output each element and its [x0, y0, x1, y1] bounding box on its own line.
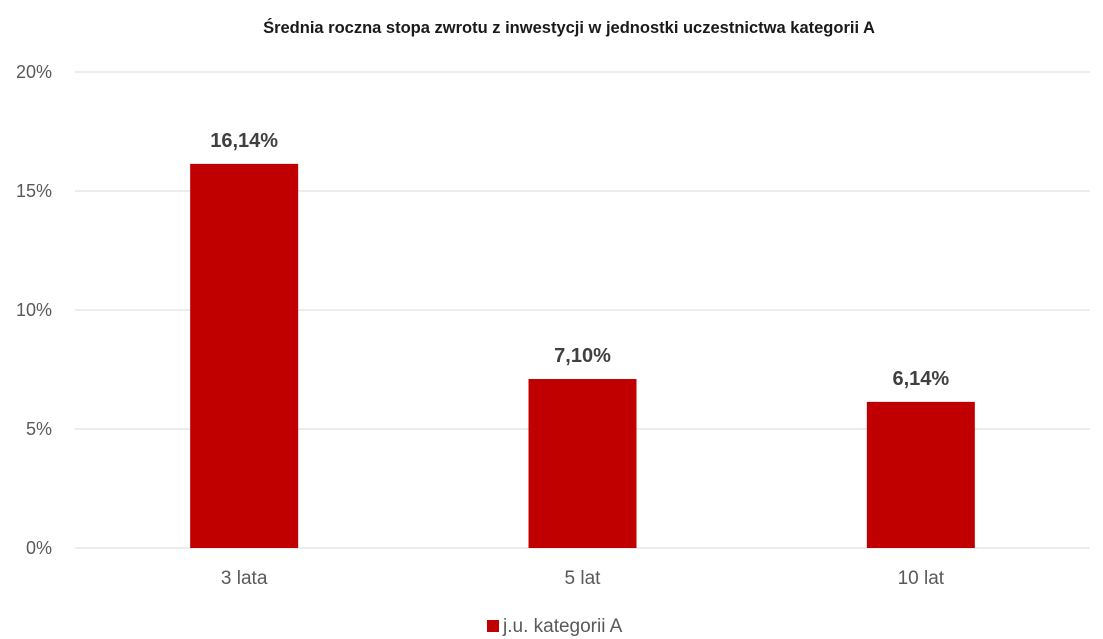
x-axis-ticks: 3 lata 5 lat 10 lat: [221, 568, 945, 589]
legend-label: j.u. kategorii A: [502, 616, 623, 637]
y-tick-label-0: 0%: [26, 538, 52, 558]
x-tick-label-2: 10 lat: [898, 568, 945, 589]
y-tick-label-3: 15%: [16, 181, 52, 201]
data-labels: 16,14% 7,10% 6,14%: [210, 130, 949, 390]
bars: [190, 163, 975, 549]
y-tick-label-4: 20%: [16, 62, 52, 82]
y-axis-ticks: 0% 5% 10% 15% 20%: [16, 62, 52, 558]
data-label-0: 16,14%: [210, 130, 278, 152]
bar-2: [866, 401, 975, 548]
y-tick-label-2: 10%: [16, 300, 52, 320]
legend-swatch: [487, 620, 499, 632]
data-label-1: 7,10%: [554, 345, 611, 367]
data-label-2: 6,14%: [892, 368, 949, 390]
chart-title: Średnia roczna stopa zwrotu z inwestycji…: [263, 18, 875, 37]
bar-1: [528, 379, 637, 548]
x-tick-label-0: 3 lata: [221, 568, 268, 589]
bar-0: [190, 163, 299, 549]
x-tick-label-1: 5 lat: [565, 568, 602, 589]
legend: j.u. kategorii A: [487, 616, 623, 637]
y-tick-label-1: 5%: [26, 419, 52, 439]
